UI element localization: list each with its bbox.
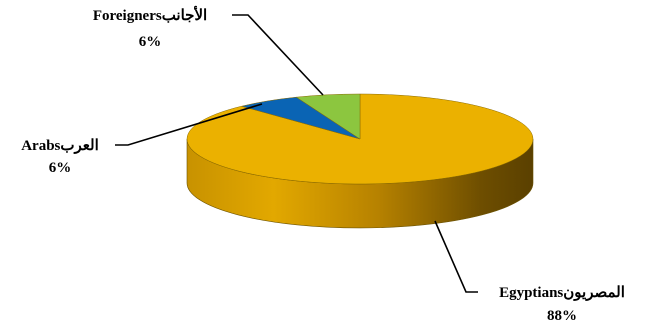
label-foreigners-value: 6% [139, 34, 162, 50]
pie-slices [186, 93, 534, 185]
slice-foreigners [295, 93, 361, 140]
label-egyptians-ar: المصريون [563, 285, 625, 301]
label-egyptians-en: Egyptians [499, 285, 563, 301]
leader-line-foreigners [232, 14, 324, 96]
leader-line-arabs [115, 103, 263, 146]
label-arabs-value: 6% [49, 160, 72, 176]
label-arabs-en: Arabs [21, 138, 60, 154]
leader-line-egyptians [434, 220, 478, 293]
label-egyptians-name: Egyptiansالمصريون [499, 285, 625, 301]
label-foreigners-ar: الأجانب [162, 5, 207, 24]
label-foreigners-name: Foreignersالأجانب [93, 5, 207, 24]
label-egyptians-value: 88% [547, 308, 577, 324]
label-arabs-ar: العرب [60, 138, 98, 154]
label-arabs-name: Arabsالعرب [21, 138, 99, 154]
label-foreigners-en: Foreigners [93, 8, 162, 24]
